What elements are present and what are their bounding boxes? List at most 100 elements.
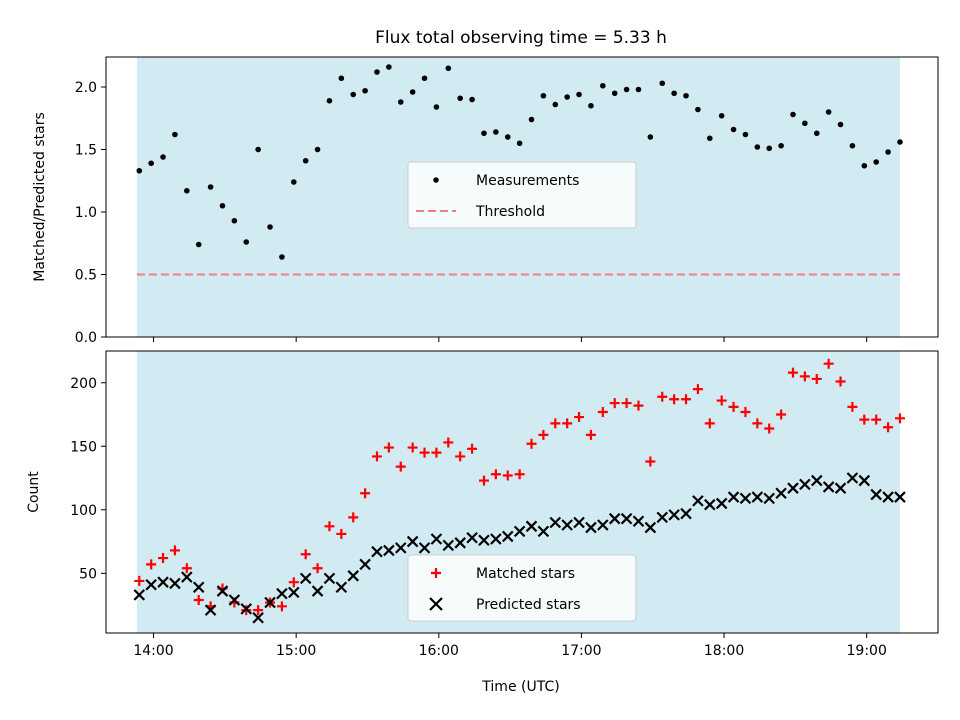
matched-star-point [574, 412, 585, 423]
measurement-point [576, 91, 582, 98]
measurement-point [588, 102, 594, 109]
legend-label: Matched stars [476, 566, 575, 582]
matched-star-point [383, 442, 394, 453]
measurement-point [350, 91, 357, 98]
measurement-point [314, 146, 321, 153]
measurement-point [267, 224, 273, 230]
predicted-star-point [810, 474, 823, 487]
predicted-star-point [323, 572, 336, 585]
matched-star-point [502, 470, 513, 481]
predicted-star-point [264, 596, 276, 609]
measurement-point [885, 149, 891, 155]
x-tick-label: 17:00 [561, 643, 601, 659]
predicted-star-point [763, 492, 776, 505]
matched-star-point [799, 371, 810, 382]
measurement-point [706, 135, 713, 142]
matched-star-point [883, 422, 894, 433]
y-tick-label: 1.5 [75, 143, 97, 159]
legend: Matched stars Predicted stars [407, 554, 637, 622]
predicted-star-point [834, 482, 847, 494]
measurement-point [160, 154, 166, 160]
matched-star-point [360, 488, 371, 499]
measurement-point [290, 179, 297, 185]
matched-star-point [645, 456, 656, 467]
matched-star-point [169, 545, 180, 556]
measurement-point [754, 144, 761, 150]
matched-star-point [562, 418, 573, 429]
predicted-star-point [537, 525, 550, 538]
measurement-point [695, 106, 701, 113]
predicted-star-point [192, 581, 205, 594]
x-tick-label: 16:00 [419, 643, 459, 659]
measurement-point [326, 97, 333, 104]
matched-star-point [621, 398, 632, 409]
measurement-point [742, 131, 749, 138]
matched-star-point [146, 559, 157, 570]
predicted-star-point [133, 589, 146, 601]
legend: Measurements Threshold [407, 161, 637, 229]
y-tick-label: 100 [70, 503, 97, 519]
measurement-point [825, 109, 832, 115]
predicted-star-point [478, 534, 490, 547]
matched-star-point [871, 414, 882, 425]
matched-star-point [253, 605, 264, 616]
measurement-point [540, 92, 547, 99]
matched-star-point [716, 395, 727, 406]
y-tick-label: 0.5 [75, 268, 97, 284]
matched-star-point [443, 437, 454, 448]
predicted-star-point [561, 519, 573, 531]
measurement-point [718, 112, 725, 119]
measurement-point [338, 75, 345, 82]
measurement-point [279, 254, 285, 260]
measurement-point [184, 187, 190, 194]
matched-star-point [348, 512, 359, 523]
measurement-point [552, 101, 559, 108]
matched-star-point [467, 443, 478, 454]
predicted-star-point [228, 594, 241, 606]
measurement-point [397, 99, 404, 105]
matched-star-point [657, 391, 668, 402]
matched-star-point [276, 601, 287, 612]
predicted-star-point [608, 512, 621, 525]
predicted-star-point [620, 512, 633, 525]
measurement-point [778, 142, 784, 149]
predicted-star-point [715, 497, 728, 510]
x-tick-label: 14:00 [133, 643, 173, 659]
measurement-point [504, 134, 511, 140]
predicted-star-point [858, 474, 871, 487]
top-panel-ratio: 0.0 0.5 1.0 1.5 2.0 Matched/Predicted stars Me… [32, 56, 939, 346]
measurement-point [837, 121, 844, 128]
legend-label: Predicted stars [476, 597, 581, 613]
predicted-star-point [288, 586, 300, 599]
predicted-star-point [870, 488, 882, 501]
matched-star-point [526, 438, 537, 449]
matched-star-point [776, 409, 787, 420]
legend-label: Measurements [476, 173, 579, 189]
predicted-star-point [335, 581, 348, 594]
predicted-star-point [276, 587, 288, 600]
predicted-star-point [383, 544, 395, 557]
measurement-point [172, 131, 178, 138]
y-tick-label: 50 [79, 566, 97, 582]
matched-star-point [312, 563, 323, 574]
predicted-star-point [573, 516, 585, 529]
predicted-star-point [727, 491, 740, 503]
matched-star-point [134, 575, 145, 586]
matched-star-point [787, 367, 798, 378]
measurement-point [362, 87, 368, 94]
y-tick-label: 2.0 [75, 80, 97, 96]
predicted-star-point [157, 576, 169, 588]
axes-frame [105, 350, 939, 634]
matched-star-point [823, 358, 834, 369]
predicted-star-point [597, 519, 609, 531]
matched-star-point [859, 414, 870, 425]
predicted-star-point [252, 611, 264, 624]
predicted-star-point [394, 542, 407, 554]
x-tick-label: 18:00 [704, 643, 744, 659]
measurement-point [195, 241, 202, 248]
predicted-star-point [739, 492, 752, 505]
measurement-point [481, 130, 487, 137]
predicted-star-point [549, 516, 562, 529]
predicted-star-point [359, 558, 371, 571]
matched-star-point [431, 447, 442, 458]
